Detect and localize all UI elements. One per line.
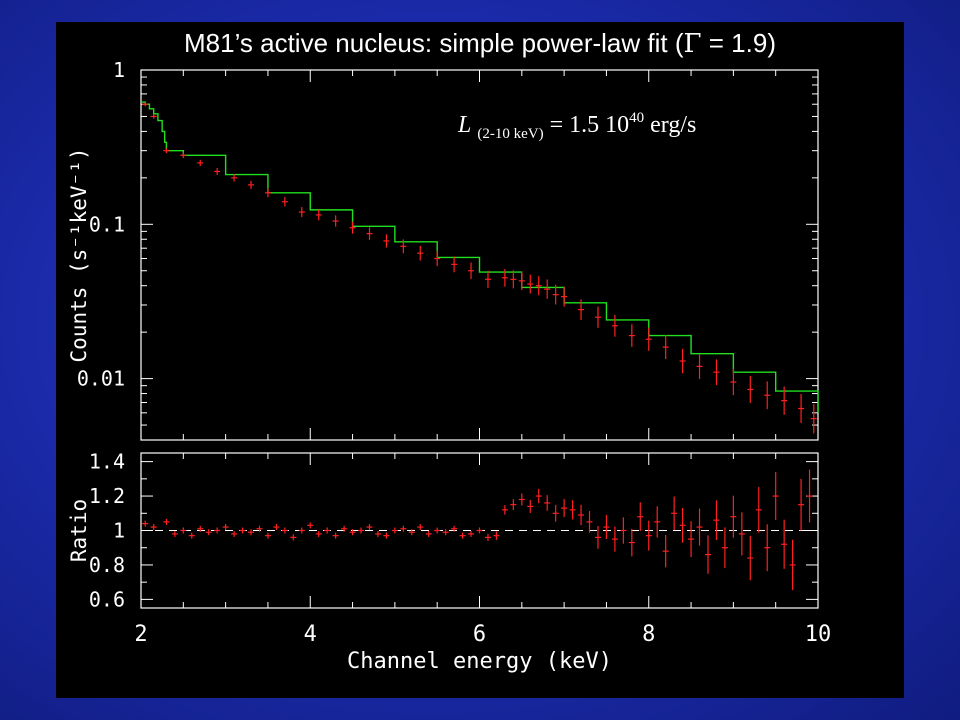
luminosity-exponent: 40 [629, 110, 644, 126]
ratio-xtick-label: 4 [304, 622, 317, 647]
ratio-ytick-label: 1.4 [89, 450, 125, 474]
ratio-ylabel: Ratio [67, 499, 91, 562]
model-line [141, 101, 819, 413]
luminosity-unit: erg/s [644, 112, 696, 138]
ratio-xtick-label: 8 [642, 622, 655, 647]
ratio-ytick-label: 1 [113, 519, 125, 543]
luminosity-band: (2-10 keV) [477, 126, 543, 142]
luminosity-annotation: L (2-10 keV) = 1.5 1040 erg/s [457, 110, 696, 142]
counts-ylabel: Counts (s⁻¹keV⁻¹) [67, 148, 91, 363]
ratio-xtick-label: 10 [805, 622, 832, 647]
counts-ytick-label: 1 [113, 58, 125, 82]
ratio-xtick-label: 2 [134, 622, 147, 647]
counts-ytick-label: 0.1 [89, 212, 125, 236]
ratio-ytick-label: 0.8 [89, 553, 125, 577]
page-title: M81’s active nucleus: simple power-law f… [0, 28, 960, 59]
ratio-xtick-label: 6 [473, 622, 486, 647]
luminosity-symbol: L [457, 112, 471, 138]
title-prefix: M81’s active nucleus: simple power-law f… [184, 28, 684, 58]
luminosity-value: = 1.5 10 [544, 112, 630, 138]
ratio-ytick-label: 0.6 [89, 587, 125, 611]
gamma-symbol: Γ [683, 29, 702, 59]
plot-panel [56, 22, 904, 698]
ratio-ytick-label: 1.2 [89, 484, 125, 508]
ratio-xlabel: Channel energy (keV) [347, 649, 612, 674]
counts-ytick-label: 0.01 [77, 367, 125, 391]
title-suffix: = 1.9) [701, 28, 776, 58]
